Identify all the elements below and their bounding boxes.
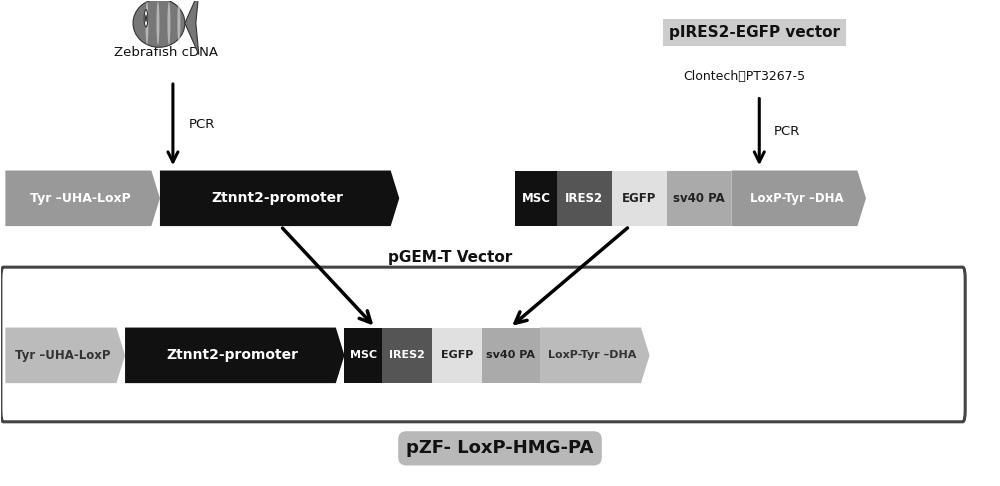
Text: Tyr –UHA-LoxP: Tyr –UHA-LoxP: [15, 349, 111, 362]
Text: Ztnnt2-promoter: Ztnnt2-promoter: [167, 348, 299, 363]
Circle shape: [144, 10, 148, 27]
Ellipse shape: [145, 1, 148, 45]
Circle shape: [145, 15, 147, 22]
Text: IRES2: IRES2: [389, 350, 425, 360]
Polygon shape: [540, 328, 650, 383]
Text: LoxP-Tyr –DHA: LoxP-Tyr –DHA: [750, 192, 843, 205]
Polygon shape: [125, 328, 344, 383]
Bar: [612, 171, 667, 226]
Polygon shape: [5, 328, 125, 383]
Text: Tyr –UHA-LoxP: Tyr –UHA-LoxP: [30, 192, 131, 205]
Text: Clontech，PT3267-5: Clontech，PT3267-5: [683, 70, 805, 83]
Text: sv40 PA: sv40 PA: [673, 192, 725, 205]
Polygon shape: [185, 0, 199, 54]
Text: PCR: PCR: [189, 118, 215, 131]
Text: Ztnnt2-promoter: Ztnnt2-promoter: [211, 191, 343, 205]
Bar: [344, 328, 382, 383]
Text: EGFP: EGFP: [622, 192, 656, 205]
Polygon shape: [160, 171, 399, 226]
Bar: [515, 171, 557, 226]
Bar: [482, 328, 540, 383]
Ellipse shape: [133, 0, 185, 47]
Text: IRES2: IRES2: [565, 192, 603, 205]
Text: LoxP-Tyr –DHA: LoxP-Tyr –DHA: [548, 350, 637, 360]
Polygon shape: [731, 171, 866, 226]
Ellipse shape: [167, 1, 170, 45]
Ellipse shape: [156, 1, 159, 45]
Bar: [667, 171, 731, 226]
Bar: [432, 328, 482, 383]
Bar: [382, 328, 432, 383]
Text: sv40 PA: sv40 PA: [486, 350, 535, 360]
Text: PCR: PCR: [774, 125, 801, 139]
Ellipse shape: [177, 1, 180, 45]
Text: EGFP: EGFP: [441, 350, 473, 360]
Text: MSC: MSC: [350, 350, 377, 360]
Polygon shape: [5, 171, 160, 226]
Text: Zebrafish cDNA: Zebrafish cDNA: [114, 46, 218, 59]
Bar: [557, 171, 612, 226]
Text: pZF- LoxP-HMG-PA: pZF- LoxP-HMG-PA: [406, 439, 594, 457]
Text: MSC: MSC: [521, 192, 550, 205]
Text: pIRES2-EGFP vector: pIRES2-EGFP vector: [669, 25, 840, 40]
Text: pGEM-T Vector: pGEM-T Vector: [388, 250, 512, 265]
